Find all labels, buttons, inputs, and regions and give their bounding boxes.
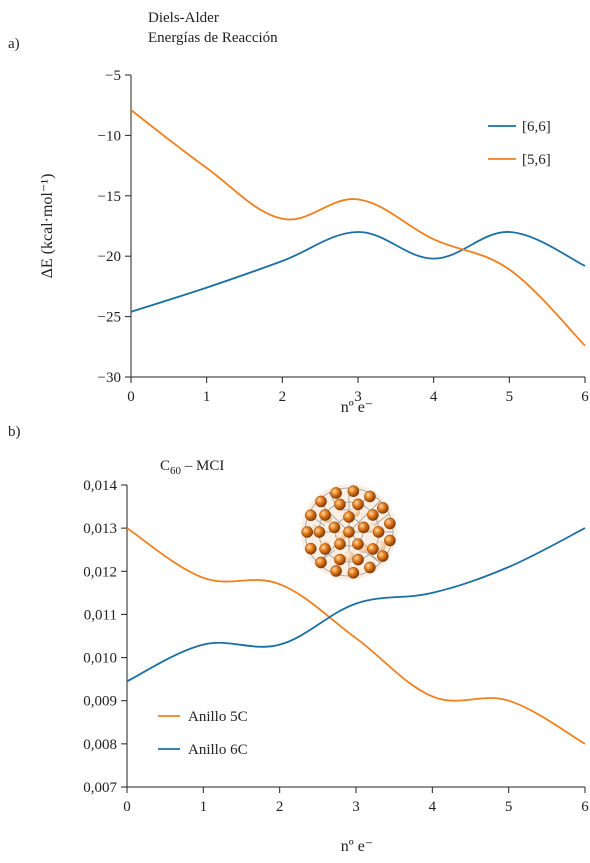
panel-b-title-subscript: 60: [170, 465, 182, 477]
panel-a-label: a): [8, 36, 20, 52]
x-tick-label: 0: [127, 389, 135, 405]
panel-a: a) Diels-Alder Energías de Reacción ΔE (…: [8, 10, 589, 416]
y-tick-label: −25: [98, 310, 121, 326]
x-tick-label: 2: [276, 799, 284, 815]
y-tick-label: −20: [98, 249, 121, 265]
fullerene-atom: [319, 543, 331, 555]
x-tick-label: 0: [123, 799, 131, 815]
y-tick-label: −30: [98, 370, 121, 386]
fullerene-atom: [313, 526, 326, 538]
fullerene-atom: [347, 567, 360, 579]
fullerene-atom: [330, 487, 342, 499]
series-line-6-6: [130, 231, 586, 313]
panel-a-y-axis-label: ΔE (kcal·mol⁻¹): [39, 174, 56, 279]
series-line-anillo-6c: [126, 527, 586, 683]
fullerene-atoms: [301, 485, 396, 579]
fullerene-atom: [357, 521, 370, 534]
x-tick-label: 6: [581, 799, 589, 815]
fullerene-atom: [301, 526, 314, 538]
panel-b-axes: 0,014 0,013 0,012 0,011 0,010 0,009 0,008 0,007…: [83, 478, 589, 815]
fullerene-atom: [305, 509, 317, 522]
fullerene-atom: [347, 485, 360, 498]
fullerene-atom: [328, 521, 341, 534]
x-tick-label: 1: [203, 389, 211, 405]
legend-label: [5,6]: [522, 152, 551, 168]
panel-a-x-axis-label: nº e⁻: [341, 399, 374, 416]
x-tick-label: 5: [505, 799, 513, 815]
y-tick-label: 0,008: [83, 737, 117, 753]
fullerene-atom: [330, 565, 342, 577]
fullerene-atom: [384, 517, 396, 530]
y-tick-label: 0,010: [83, 651, 117, 667]
fullerene-atom: [334, 553, 346, 566]
panel-b-title-main: C: [160, 458, 170, 474]
panel-a-axes: −5 −10 −15 −20 −25 −30 0 1 2 3 4 5 6: [98, 68, 590, 405]
x-tick-label: 4: [430, 389, 438, 405]
fullerene-atom: [343, 511, 355, 523]
fullerene-atom: [372, 526, 385, 538]
x-tick-label: 2: [279, 389, 287, 405]
fullerene-atom: [315, 495, 327, 508]
fullerene-atom: [364, 490, 376, 503]
fullerene-atom: [364, 561, 376, 574]
y-tick-label: 0,009: [83, 694, 117, 710]
panel-a-subtitle: Energías de Reacción: [148, 30, 278, 46]
fullerene-atom: [305, 542, 317, 555]
y-tick-label: 0,013: [83, 521, 117, 537]
y-tick-label: 0,011: [84, 607, 117, 623]
x-tick-label: 4: [429, 799, 437, 815]
fullerene-atom: [352, 553, 364, 566]
fullerene-atom: [315, 556, 327, 569]
y-tick-label: 0,014: [83, 478, 117, 494]
panel-a-series: [130, 109, 586, 347]
panel-a-legend: [6,6] [5,6]: [488, 119, 551, 168]
y-tick-label: −15: [98, 189, 121, 205]
x-tick-label: 5: [506, 389, 514, 405]
fullerene-c60-molecule-image: [301, 484, 397, 580]
panel-b-title-suffix: – MCI: [181, 458, 224, 474]
fullerene-atom: [384, 534, 396, 547]
x-tick-label: 1: [200, 799, 208, 815]
legend-label: Anillo 5C: [188, 709, 248, 725]
fullerene-atom: [352, 538, 364, 550]
panel-b-title: C60 – MCI: [160, 458, 224, 477]
fullerene-atom: [367, 543, 379, 555]
fullerene-atom: [367, 509, 379, 521]
panel-b: b) C60 – MCI nº e⁻ 0,0140,0130,0120,0110…: [8, 424, 589, 855]
fullerene-atom: [334, 498, 346, 511]
fullerene-atom: [376, 550, 389, 562]
y-tick-label: −10: [98, 128, 121, 144]
y-tick-label: −5: [105, 68, 121, 84]
series-line-anillo-5c: [126, 527, 586, 745]
x-tick-label: 3: [354, 389, 362, 405]
panel-b-series: [126, 527, 586, 745]
panel-a-title: Diels-Alder: [148, 10, 219, 26]
x-tick-label: 3: [352, 799, 360, 815]
legend-label: Anillo 6C: [188, 742, 248, 758]
panel-b-legend: Anillo 5C Anillo 6C: [158, 709, 248, 758]
fullerene-atom: [319, 509, 331, 521]
legend-label: [6,6]: [522, 119, 551, 135]
panel-b-x-axis-label: nº e⁻: [341, 838, 374, 855]
fullerene-atom-back: [344, 551, 354, 561]
x-tick-label: 6: [581, 389, 589, 405]
fullerene-atom: [343, 526, 355, 538]
series-line-5-6: [130, 109, 586, 347]
fullerene-atom: [352, 498, 364, 511]
fullerene-atom: [334, 538, 346, 550]
y-tick-label: 0,012: [83, 564, 117, 580]
fullerene-atom: [376, 502, 389, 514]
y-tick-label: 0,007: [83, 780, 117, 796]
panel-b-label: b): [8, 424, 21, 440]
